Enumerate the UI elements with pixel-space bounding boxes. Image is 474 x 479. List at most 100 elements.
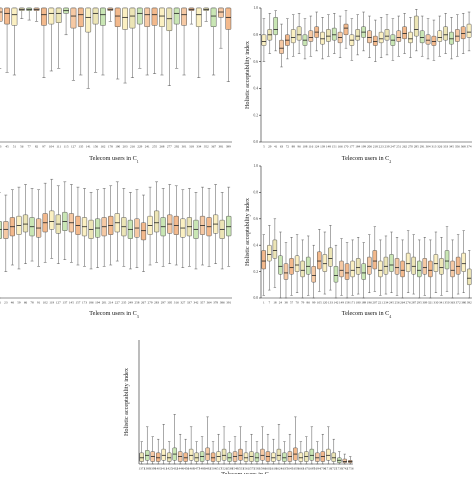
box-251 <box>396 15 402 57</box>
box-41 <box>273 10 279 52</box>
x-tick-label: 301 <box>182 145 187 149</box>
box-1432 <box>172 414 177 465</box>
iqr-box <box>260 448 265 461</box>
x-tick-label: 342 <box>193 301 198 305</box>
x-tick-label: 239 <box>385 145 390 149</box>
x-tick-label: 258 <box>134 301 139 305</box>
box-334 <box>195 7 202 78</box>
box-267 <box>140 194 147 272</box>
iqr-box <box>367 256 372 275</box>
iqr-box <box>294 255 300 272</box>
box-216 <box>129 7 136 78</box>
box-115 <box>63 7 69 36</box>
box-326 <box>437 15 443 57</box>
box-341 <box>439 237 444 296</box>
x-tick-label: 141 <box>86 145 91 149</box>
x-tick-label: 63 <box>280 145 284 149</box>
box-133 <box>328 225 333 291</box>
box-111 <box>55 7 62 69</box>
iqr-box <box>161 448 166 461</box>
iqr-box <box>282 452 287 462</box>
box-102 <box>42 182 48 263</box>
y-tick-label: 0.6 <box>254 60 259 64</box>
x-tick-label: 392 <box>467 301 472 305</box>
chart-panel-c4: 0.0 0.2 0.4 0.6 0.8 1.0 Holistic acceptability… <box>244 164 472 318</box>
iqr-box <box>195 7 202 28</box>
x-tick-label: 1403 <box>155 467 162 471</box>
box-345 <box>449 17 454 60</box>
x-tick-label: 77 <box>28 145 32 149</box>
iqr-box <box>144 7 151 28</box>
x-tick-label: 137 <box>62 301 67 305</box>
box-145 <box>68 184 74 263</box>
x-tick-label: 157 <box>75 301 80 305</box>
iqr-box <box>431 35 437 46</box>
box-337 <box>186 188 192 267</box>
x-tick-label: 1492 <box>204 467 211 471</box>
box-13 <box>0 7 3 69</box>
x-tick-label: 341 <box>439 301 444 305</box>
x-tick-label: 1637 <box>281 467 288 471</box>
box-171 <box>350 239 355 296</box>
box-1583 <box>254 441 260 465</box>
x-tick-label: 203 <box>123 145 128 149</box>
iqr-box <box>289 258 294 275</box>
y-tick-label: 0.0 <box>254 296 259 300</box>
iqr-box <box>378 260 383 278</box>
box-1399 <box>150 436 155 465</box>
box-264 <box>400 239 405 299</box>
box-5 <box>261 18 267 62</box>
x-tick-label: 291 <box>420 145 425 149</box>
x-tick-label: 171 <box>350 301 355 305</box>
y-tick-label: 0.8 <box>254 33 259 37</box>
box-63 <box>279 23 284 68</box>
iqr-box <box>413 15 419 37</box>
x-tick-label: 177 <box>349 145 354 149</box>
iqr-box <box>271 452 276 462</box>
iqr-box <box>311 266 316 283</box>
box-57 <box>289 237 294 296</box>
iqr-box <box>0 7 3 22</box>
box-1411 <box>161 424 166 465</box>
x-tick-label: 135 <box>78 145 83 149</box>
x-tick-label: 142 <box>333 301 338 305</box>
box-223 <box>378 17 384 58</box>
box-374 <box>466 11 472 52</box>
box-276 <box>405 230 411 293</box>
x-tick-label: 1411 <box>160 467 167 471</box>
x-tick-label: 249 <box>128 301 133 305</box>
x-tick-label: 1504 <box>210 467 217 471</box>
iqr-box <box>273 17 279 36</box>
box-91 <box>36 189 42 267</box>
x-tick-label: 297 <box>161 301 166 305</box>
x-tick-label: 380 <box>461 301 466 305</box>
box-7 <box>267 225 272 291</box>
box-270 <box>408 17 413 58</box>
box-120 <box>322 231 328 295</box>
box-116 <box>308 15 314 57</box>
iqr-box <box>396 30 402 42</box>
x-tick-label: 1742 <box>341 467 348 471</box>
box-1517 <box>216 433 221 465</box>
x-tick-label: 1389 <box>144 467 151 471</box>
box-201 <box>101 188 107 267</box>
x-tick-label: 91 <box>37 301 41 305</box>
box-158 <box>344 242 350 299</box>
box-88 <box>290 14 296 57</box>
box-170 <box>343 10 349 49</box>
x-tick-label: 309 <box>422 301 427 305</box>
box-127 <box>70 7 77 81</box>
iqr-box <box>48 7 55 25</box>
x-tick-label: 46 <box>11 301 15 305</box>
iqr-box <box>261 250 267 270</box>
iqr-box <box>129 7 136 29</box>
x-tick-label: 304 <box>426 145 431 149</box>
x-tick-label: 184 <box>355 145 360 149</box>
iqr-box <box>221 448 227 461</box>
box-304 <box>425 18 431 60</box>
box-1538 <box>227 441 232 465</box>
x-tick-label: 1477 <box>193 467 200 471</box>
x-tick-label: 1468 <box>188 467 195 471</box>
x-tick-label: 41 <box>274 145 278 149</box>
box-135 <box>77 7 84 76</box>
